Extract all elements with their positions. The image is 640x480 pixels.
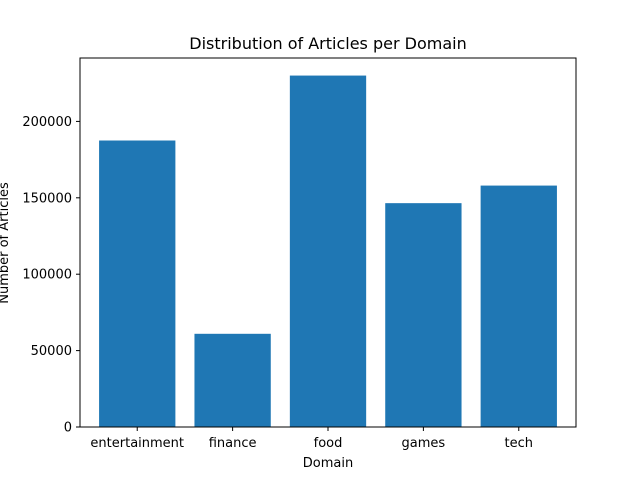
x-tick-label-food: food (314, 436, 343, 451)
x-axis-label: Domain (303, 456, 353, 471)
ticks-group: entertainment finance food games tech 0 50000 1… (22, 115, 533, 451)
y-tick-label-150000: 150000 (22, 191, 72, 206)
y-tick-label-50000: 50000 (31, 344, 72, 359)
bar-entertainment (99, 140, 176, 427)
x-tick-label-tech: tech (505, 436, 533, 451)
y-tick-label-100000: 100000 (22, 268, 72, 283)
y-axis-label: Number of Articles (0, 182, 12, 304)
x-tick-label-finance: finance (209, 436, 257, 451)
x-tick-label-games: games (402, 436, 446, 451)
bar-finance (194, 333, 271, 427)
bar-food (289, 75, 367, 427)
x-tick-label-entertainment: entertainment (90, 436, 184, 451)
y-tick-label-0: 0 (64, 421, 72, 436)
chart-title: Distribution of Articles per Domain (189, 34, 466, 53)
bar-tech (480, 185, 557, 427)
bars-group (99, 75, 557, 427)
bar-games (385, 203, 462, 427)
y-tick-label-200000: 200000 (22, 115, 72, 130)
